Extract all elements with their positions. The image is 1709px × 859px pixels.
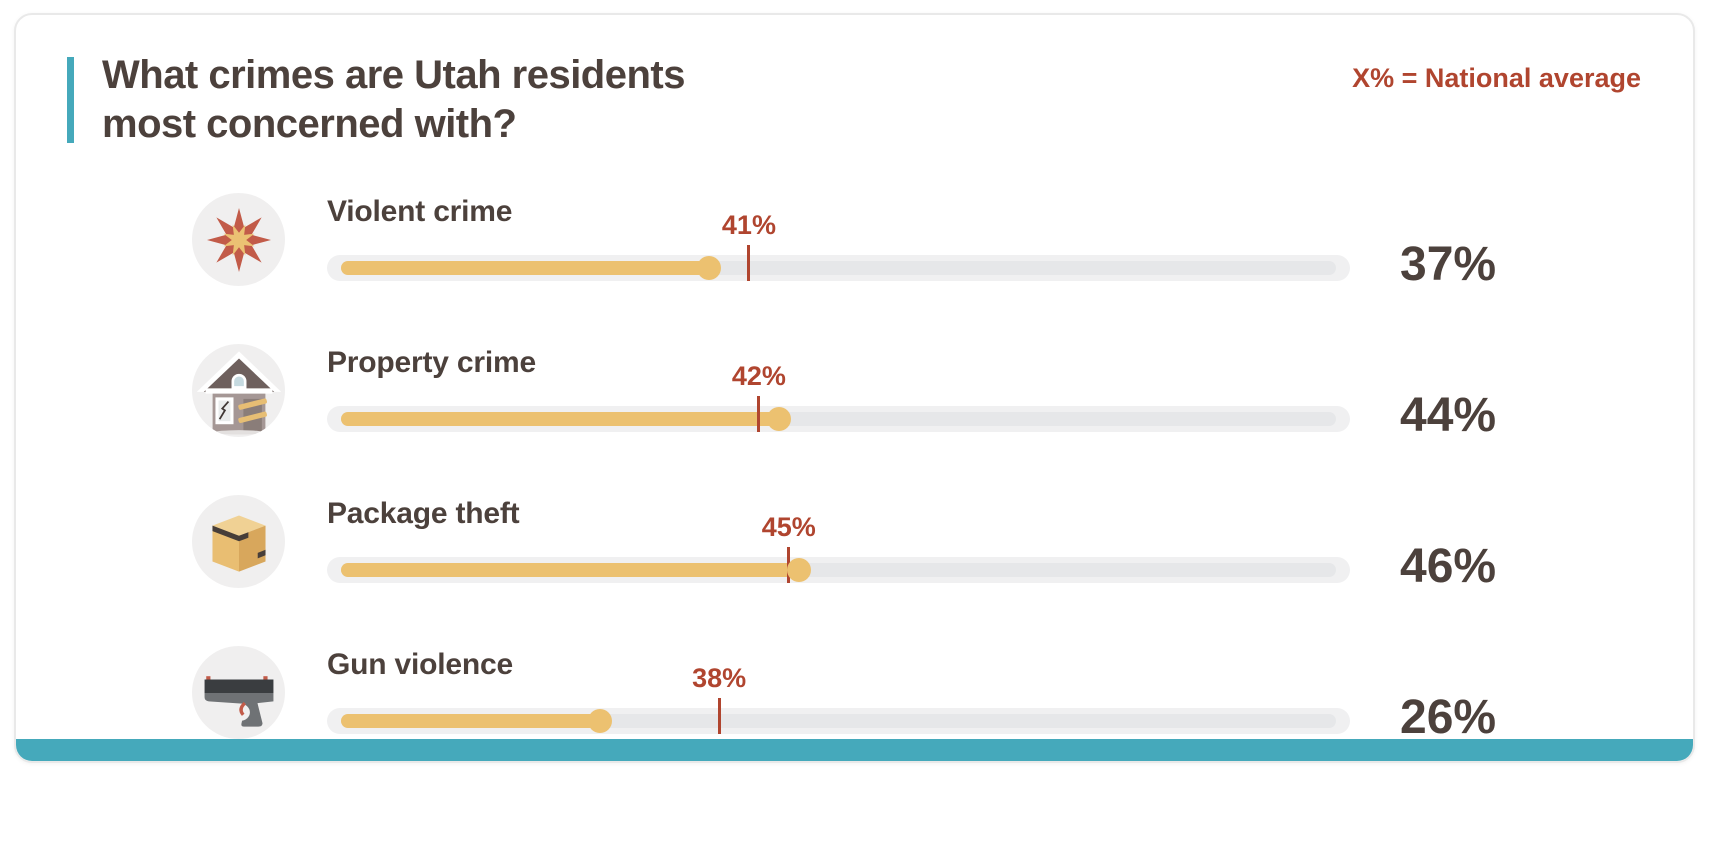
national-average-marker bbox=[747, 245, 751, 281]
national-average-marker bbox=[757, 396, 761, 432]
footer-bar bbox=[16, 739, 1693, 761]
bar-column: Gun violence 38% bbox=[327, 648, 1350, 734]
crime-row-property-crime: Property crime 42% 44% bbox=[192, 344, 1693, 443]
bar-endpoint-dot bbox=[766, 407, 791, 431]
crime-row-gun-violence: Gun violence 38% 26% bbox=[192, 646, 1693, 745]
bar-track: 42% bbox=[327, 361, 1350, 432]
page-title-line1: What crimes are Utah residents bbox=[102, 53, 686, 97]
package-icon bbox=[211, 514, 266, 572]
icon-circle bbox=[192, 193, 285, 286]
bar-endpoint-dot bbox=[786, 558, 811, 582]
bar-endpoint-dot bbox=[697, 256, 722, 280]
bar-column: Violent crime 41% bbox=[327, 195, 1350, 281]
crime-label: Gun violence bbox=[327, 648, 513, 681]
bar-fill bbox=[341, 558, 811, 582]
house-icon bbox=[196, 350, 281, 435]
bar-track: 41% bbox=[327, 210, 1350, 281]
national-average-marker bbox=[717, 698, 721, 734]
national-average-label: 42% bbox=[731, 361, 786, 391]
handgun-icon bbox=[204, 675, 273, 727]
legend-note: X% = National average bbox=[1352, 63, 1641, 93]
crime-label: Violent crime bbox=[327, 195, 513, 228]
bar-track: 38% bbox=[327, 663, 1350, 734]
value-label: 46% bbox=[1400, 540, 1497, 593]
bar-scale: 45% bbox=[341, 512, 1336, 583]
bar-column: Property crime 42% bbox=[327, 346, 1350, 432]
crime-row-package-theft: Package theft 45% 46% bbox=[192, 495, 1693, 594]
crime-label: Package theft bbox=[327, 497, 520, 530]
bar-column: Package theft 45% bbox=[327, 497, 1350, 583]
value-label: 26% bbox=[1400, 691, 1497, 744]
value-label: 37% bbox=[1400, 238, 1497, 291]
national-average-label: 45% bbox=[761, 512, 816, 542]
icon-circle bbox=[192, 344, 285, 437]
bar-fill bbox=[341, 407, 791, 431]
crime-row-violent-crime: Violent crime 41% 37% bbox=[192, 193, 1693, 292]
chart-rows: Violent crime 41% 37% bbox=[66, 193, 1693, 745]
starburst-icon bbox=[206, 207, 271, 272]
infographic-card: What crimes are Utah residents most conc… bbox=[14, 13, 1695, 763]
header: What crimes are Utah residents most conc… bbox=[66, 51, 1693, 149]
bar-scale: 41% bbox=[341, 210, 1336, 281]
bar-endpoint-dot bbox=[587, 709, 612, 733]
icon-circle bbox=[192, 646, 285, 739]
title-accent-bar bbox=[67, 57, 74, 143]
bar-track: 45% bbox=[327, 512, 1350, 583]
bar-scale: 42% bbox=[341, 361, 1336, 432]
bar-fill bbox=[341, 256, 722, 280]
value-label: 44% bbox=[1400, 389, 1497, 442]
page-title-line2: most concerned with? bbox=[102, 102, 517, 146]
national-average-label: 38% bbox=[692, 663, 747, 693]
national-average-label: 41% bbox=[721, 210, 776, 240]
icon-circle bbox=[192, 495, 285, 588]
crime-label: Property crime bbox=[327, 346, 536, 379]
bar-fill bbox=[341, 709, 612, 733]
bar-scale: 38% bbox=[341, 663, 1336, 734]
page-title: What crimes are Utah residents most conc… bbox=[102, 51, 686, 149]
